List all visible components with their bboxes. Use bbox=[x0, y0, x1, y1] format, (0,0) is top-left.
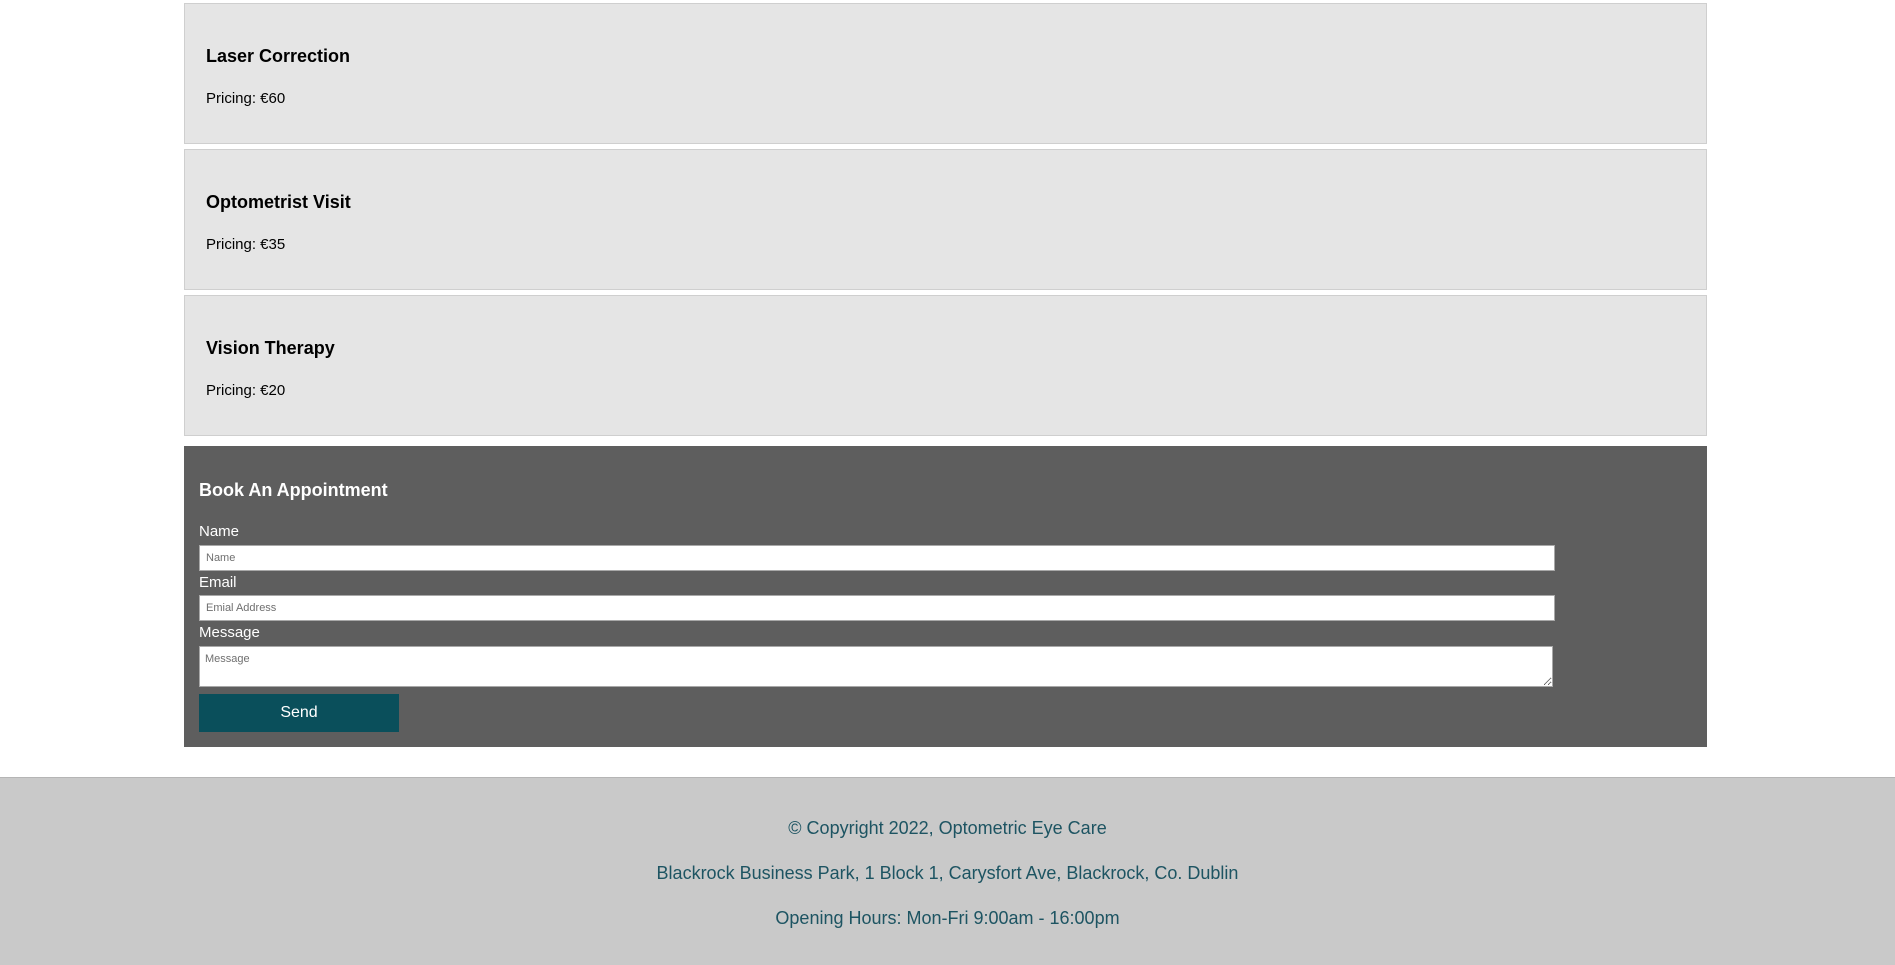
service-pricing: Pricing: €60 bbox=[206, 90, 285, 107]
name-input[interactable] bbox=[199, 545, 1555, 571]
footer-address: Blackrock Business Park, 1 Block 1, Cary… bbox=[0, 863, 1895, 884]
send-button[interactable]: Send bbox=[199, 694, 399, 732]
footer-copyright: © Copyright 2022, Optometric Eye Care bbox=[0, 818, 1895, 839]
services-list: Laser Correction Pricing: €60 Optometris… bbox=[184, 3, 1707, 441]
service-title: Optometrist Visit bbox=[206, 192, 351, 213]
booking-form: Book An Appointment Name Email Message S… bbox=[184, 446, 1707, 747]
footer-hours: Opening Hours: Mon-Fri 9:00am - 16:00pm bbox=[0, 908, 1895, 929]
email-label: Email bbox=[199, 574, 237, 591]
service-card-optometrist-visit: Optometrist Visit Pricing: €35 bbox=[184, 149, 1707, 290]
service-pricing: Pricing: €20 bbox=[206, 382, 285, 399]
service-pricing: Pricing: €35 bbox=[206, 236, 285, 253]
service-card-laser-correction: Laser Correction Pricing: €60 bbox=[184, 3, 1707, 144]
email-input[interactable] bbox=[199, 595, 1555, 621]
service-card-vision-therapy: Vision Therapy Pricing: €20 bbox=[184, 295, 1707, 436]
message-label: Message bbox=[199, 624, 260, 641]
name-label: Name bbox=[199, 523, 239, 540]
booking-title: Book An Appointment bbox=[199, 480, 388, 501]
message-textarea[interactable] bbox=[199, 646, 1553, 687]
footer: © Copyright 2022, Optometric Eye Care Bl… bbox=[0, 777, 1895, 965]
service-title: Vision Therapy bbox=[206, 338, 335, 359]
service-title: Laser Correction bbox=[206, 46, 350, 67]
